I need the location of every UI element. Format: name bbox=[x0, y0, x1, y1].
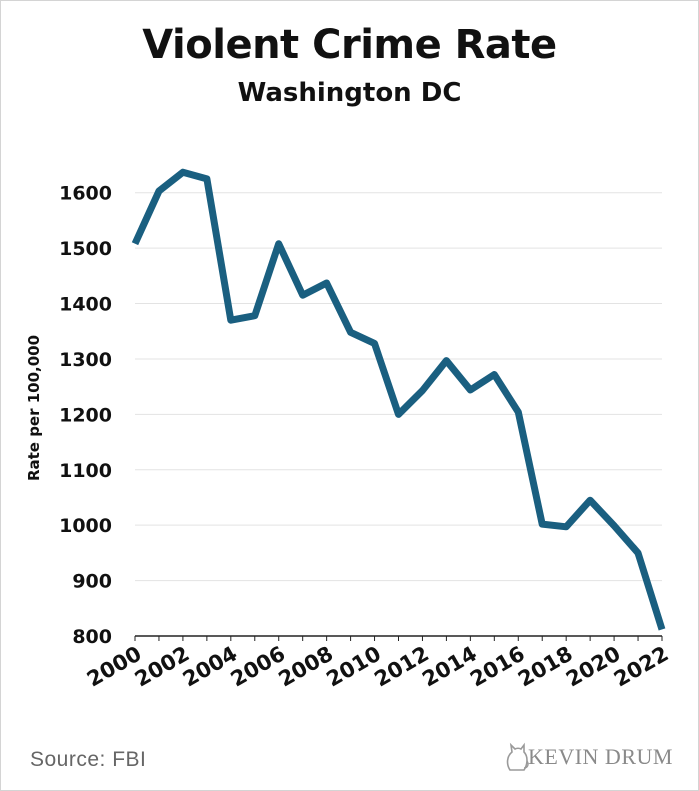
brand-logo: KEVIN DRUM bbox=[504, 740, 674, 774]
series-group bbox=[131, 168, 666, 631]
axes bbox=[134, 635, 663, 641]
y-tick-label: 900 bbox=[72, 571, 112, 593]
x-tick-label: 2004 bbox=[179, 642, 242, 692]
y-tick-label: 1500 bbox=[59, 238, 112, 260]
series-line bbox=[131, 168, 666, 631]
grid-lines bbox=[135, 192, 662, 582]
source-note: Source: FBI bbox=[30, 748, 147, 771]
y-tick-label: 1200 bbox=[59, 404, 112, 426]
y-tick-label: 800 bbox=[72, 626, 112, 648]
y-tick-labels: 800 900 1000 1100 1200 1300 1400 1500 1600 bbox=[59, 183, 112, 648]
x-tick-label: 2012 bbox=[370, 642, 433, 692]
chart-subtitle: Washington DC bbox=[237, 78, 462, 108]
x-tick-label: 2018 bbox=[514, 642, 577, 692]
x-tick-label: 2022 bbox=[610, 642, 673, 692]
y-tick-label: 1300 bbox=[59, 349, 112, 371]
x-tick-label: 2002 bbox=[131, 642, 194, 692]
x-tick-label: 2000 bbox=[83, 642, 146, 692]
y-tick-label: 1000 bbox=[59, 515, 112, 537]
x-tick-label: 2016 bbox=[466, 642, 529, 692]
x-tick-labels: 2000200220042006200820102012201420162018… bbox=[83, 642, 673, 692]
x-tick-label: 2020 bbox=[562, 642, 625, 692]
y-tick-label: 1100 bbox=[59, 460, 112, 482]
cat-icon bbox=[506, 742, 529, 771]
y-tick-label: 1400 bbox=[59, 294, 112, 316]
x-tick-label: 2006 bbox=[227, 642, 290, 692]
x-tick-label: 2010 bbox=[322, 642, 385, 692]
brand-name: KEVIN DRUM bbox=[528, 744, 673, 769]
chart-title: Violent Crime Rate bbox=[142, 22, 557, 68]
y-axis-label: Rate per 100,000 bbox=[25, 335, 43, 481]
x-tick-label: 2008 bbox=[275, 642, 338, 692]
x-tick-label: 2014 bbox=[418, 642, 481, 692]
y-tick-label: 1600 bbox=[59, 183, 112, 205]
